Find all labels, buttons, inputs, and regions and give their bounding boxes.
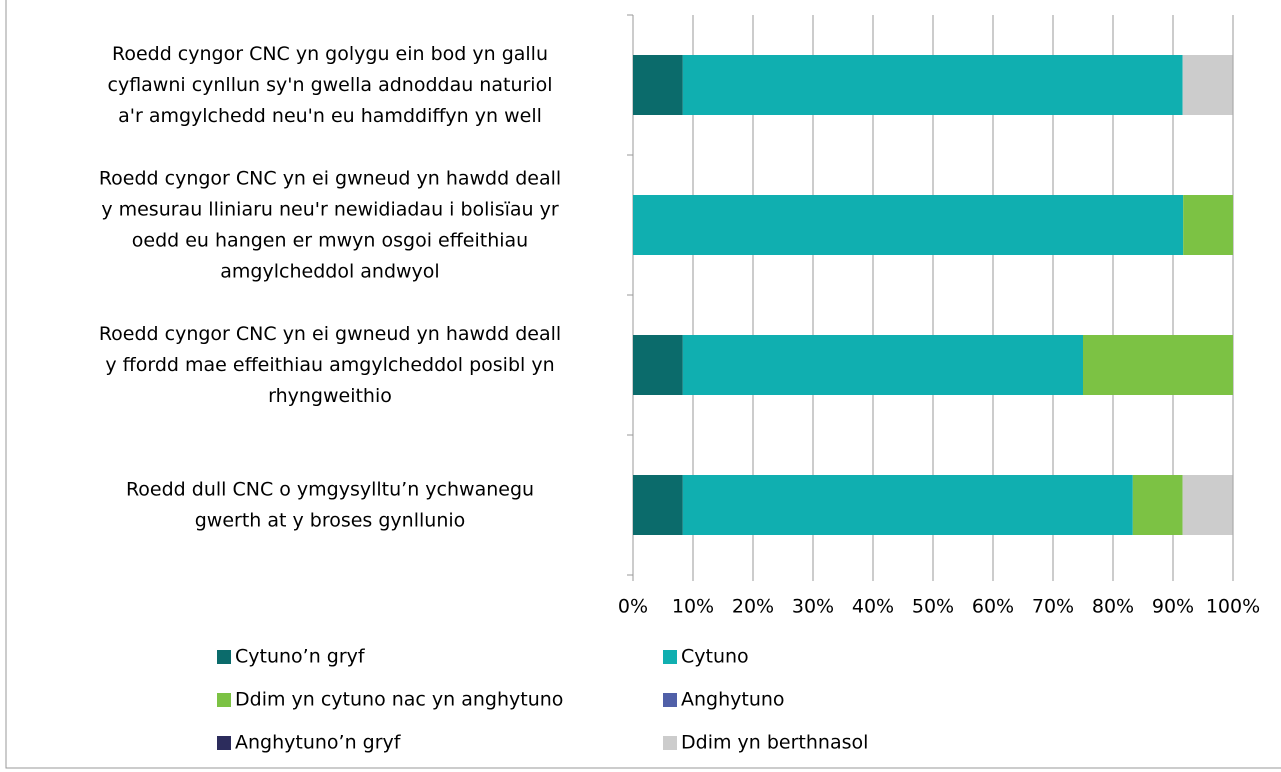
x-tick-label: 70% — [1032, 596, 1074, 618]
y-tick-label: Roedd dull CNC o ymgysylltu’n ychwanegu g… — [126, 478, 534, 531]
legend-label: Ddim yn berthnasol — [681, 732, 868, 754]
bar-segment — [633, 195, 1184, 255]
chart-frame — [5, 0, 1281, 769]
x-tick-label: 100% — [1206, 596, 1260, 618]
legend-label: Anghytuno’n gryf — [235, 732, 402, 754]
legend-label: Anghytuno — [681, 689, 785, 711]
bar-segment — [682, 55, 1183, 115]
bar-segment — [682, 475, 1133, 535]
legend-swatch — [663, 693, 677, 707]
bar-segment — [1182, 475, 1233, 535]
bar-segment — [1132, 475, 1183, 535]
y-tick-label: Roedd cyngor CNC yn golygu ein bod yn ga… — [108, 43, 553, 127]
bar-segment — [1083, 335, 1233, 395]
bar-segment — [1182, 55, 1233, 115]
x-tick-label: 80% — [1092, 596, 1134, 618]
y-tick-label: Roedd cyngor CNC yn ei gwneud yn hawdd d… — [99, 167, 561, 282]
x-tick-label: 0% — [618, 596, 648, 618]
x-tick-label: 90% — [1152, 596, 1194, 618]
bar-segment — [633, 335, 683, 395]
x-tick-label: 20% — [732, 596, 774, 618]
legend-label: Cytuno’n gryf — [235, 646, 366, 668]
bar-segment — [1183, 195, 1233, 255]
x-tick-label: 40% — [852, 596, 894, 618]
legend-swatch — [217, 693, 231, 707]
legend-swatch — [663, 736, 677, 750]
legend-label: Ddim yn cytuno nac yn anghytuno — [235, 689, 563, 711]
bar-segment — [682, 335, 1083, 395]
x-tick-label: 60% — [972, 596, 1014, 618]
bar-segment — [633, 475, 683, 535]
legend-label: Cytuno — [681, 646, 749, 668]
x-tick-label: 30% — [792, 596, 834, 618]
bar-segment — [633, 55, 683, 115]
x-tick-label: 10% — [672, 596, 714, 618]
y-tick-label: Roedd cyngor CNC yn ei gwneud yn hawdd d… — [99, 323, 561, 407]
x-tick-label: 50% — [912, 596, 954, 618]
legend-swatch — [663, 650, 677, 664]
legend-swatch — [217, 736, 231, 750]
legend-swatch — [217, 650, 231, 664]
